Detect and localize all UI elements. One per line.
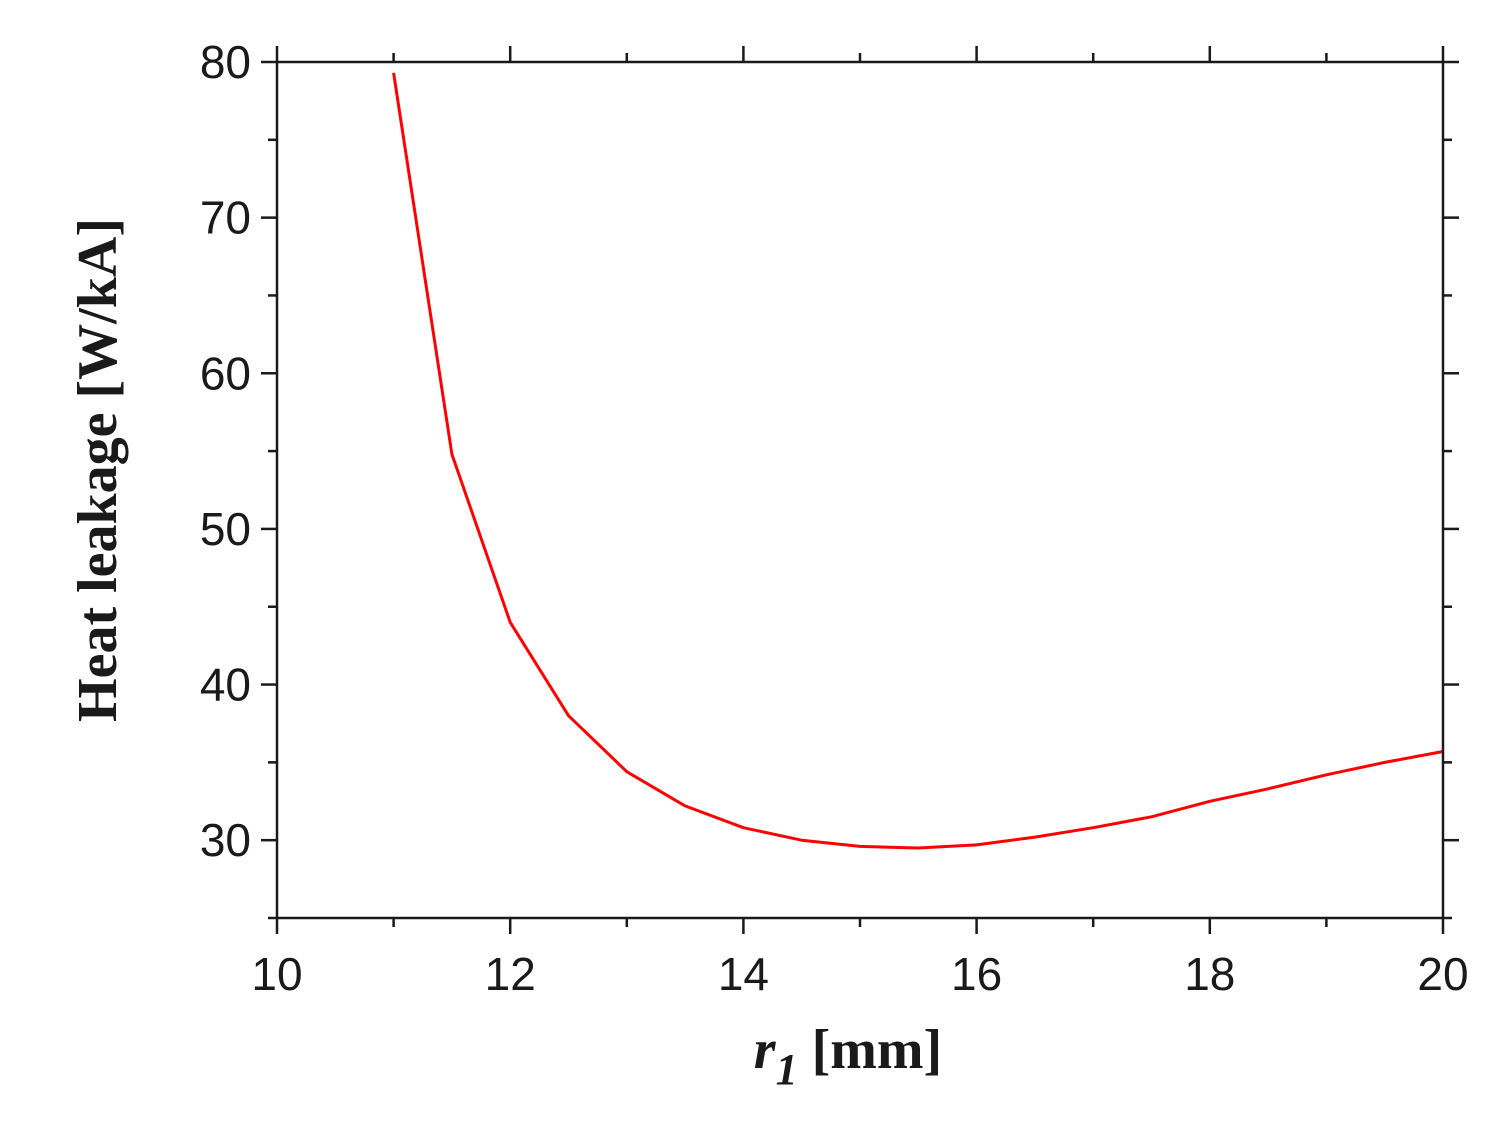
y-tick-label: 40: [200, 659, 251, 711]
x-axis-unit: [mm]: [798, 1019, 943, 1081]
y-tick-label: 60: [200, 347, 251, 399]
x-tick-label: 12: [485, 948, 536, 1000]
x-tick-label: 20: [1417, 948, 1468, 1000]
x-tick-label: 14: [718, 948, 769, 1000]
axis-ticks: [261, 46, 1459, 934]
y-tick-label: 30: [200, 814, 251, 866]
heat-leakage-series-line: [392, 72, 1444, 850]
axis-tick-labels: 10 12 14 16 18 20 30 40 50 60 70 80: [200, 36, 1469, 1000]
y-tick-label: 80: [200, 36, 251, 88]
x-tick-label: 16: [951, 948, 1002, 1000]
x-axis-subscript: 1: [776, 1045, 798, 1094]
y-axis-title: Heat leakage [W/kA]: [67, 218, 129, 722]
x-axis-variable: r: [754, 1019, 777, 1081]
x-tick-label: 10: [251, 948, 302, 1000]
data-series: [392, 72, 1444, 850]
x-axis-title: r1 [mm]: [754, 1019, 942, 1094]
y-tick-label: 70: [200, 192, 251, 244]
plot-frame: [275, 60, 1445, 920]
y-tick-label: 50: [200, 503, 251, 555]
x-tick-label: 18: [1184, 948, 1235, 1000]
